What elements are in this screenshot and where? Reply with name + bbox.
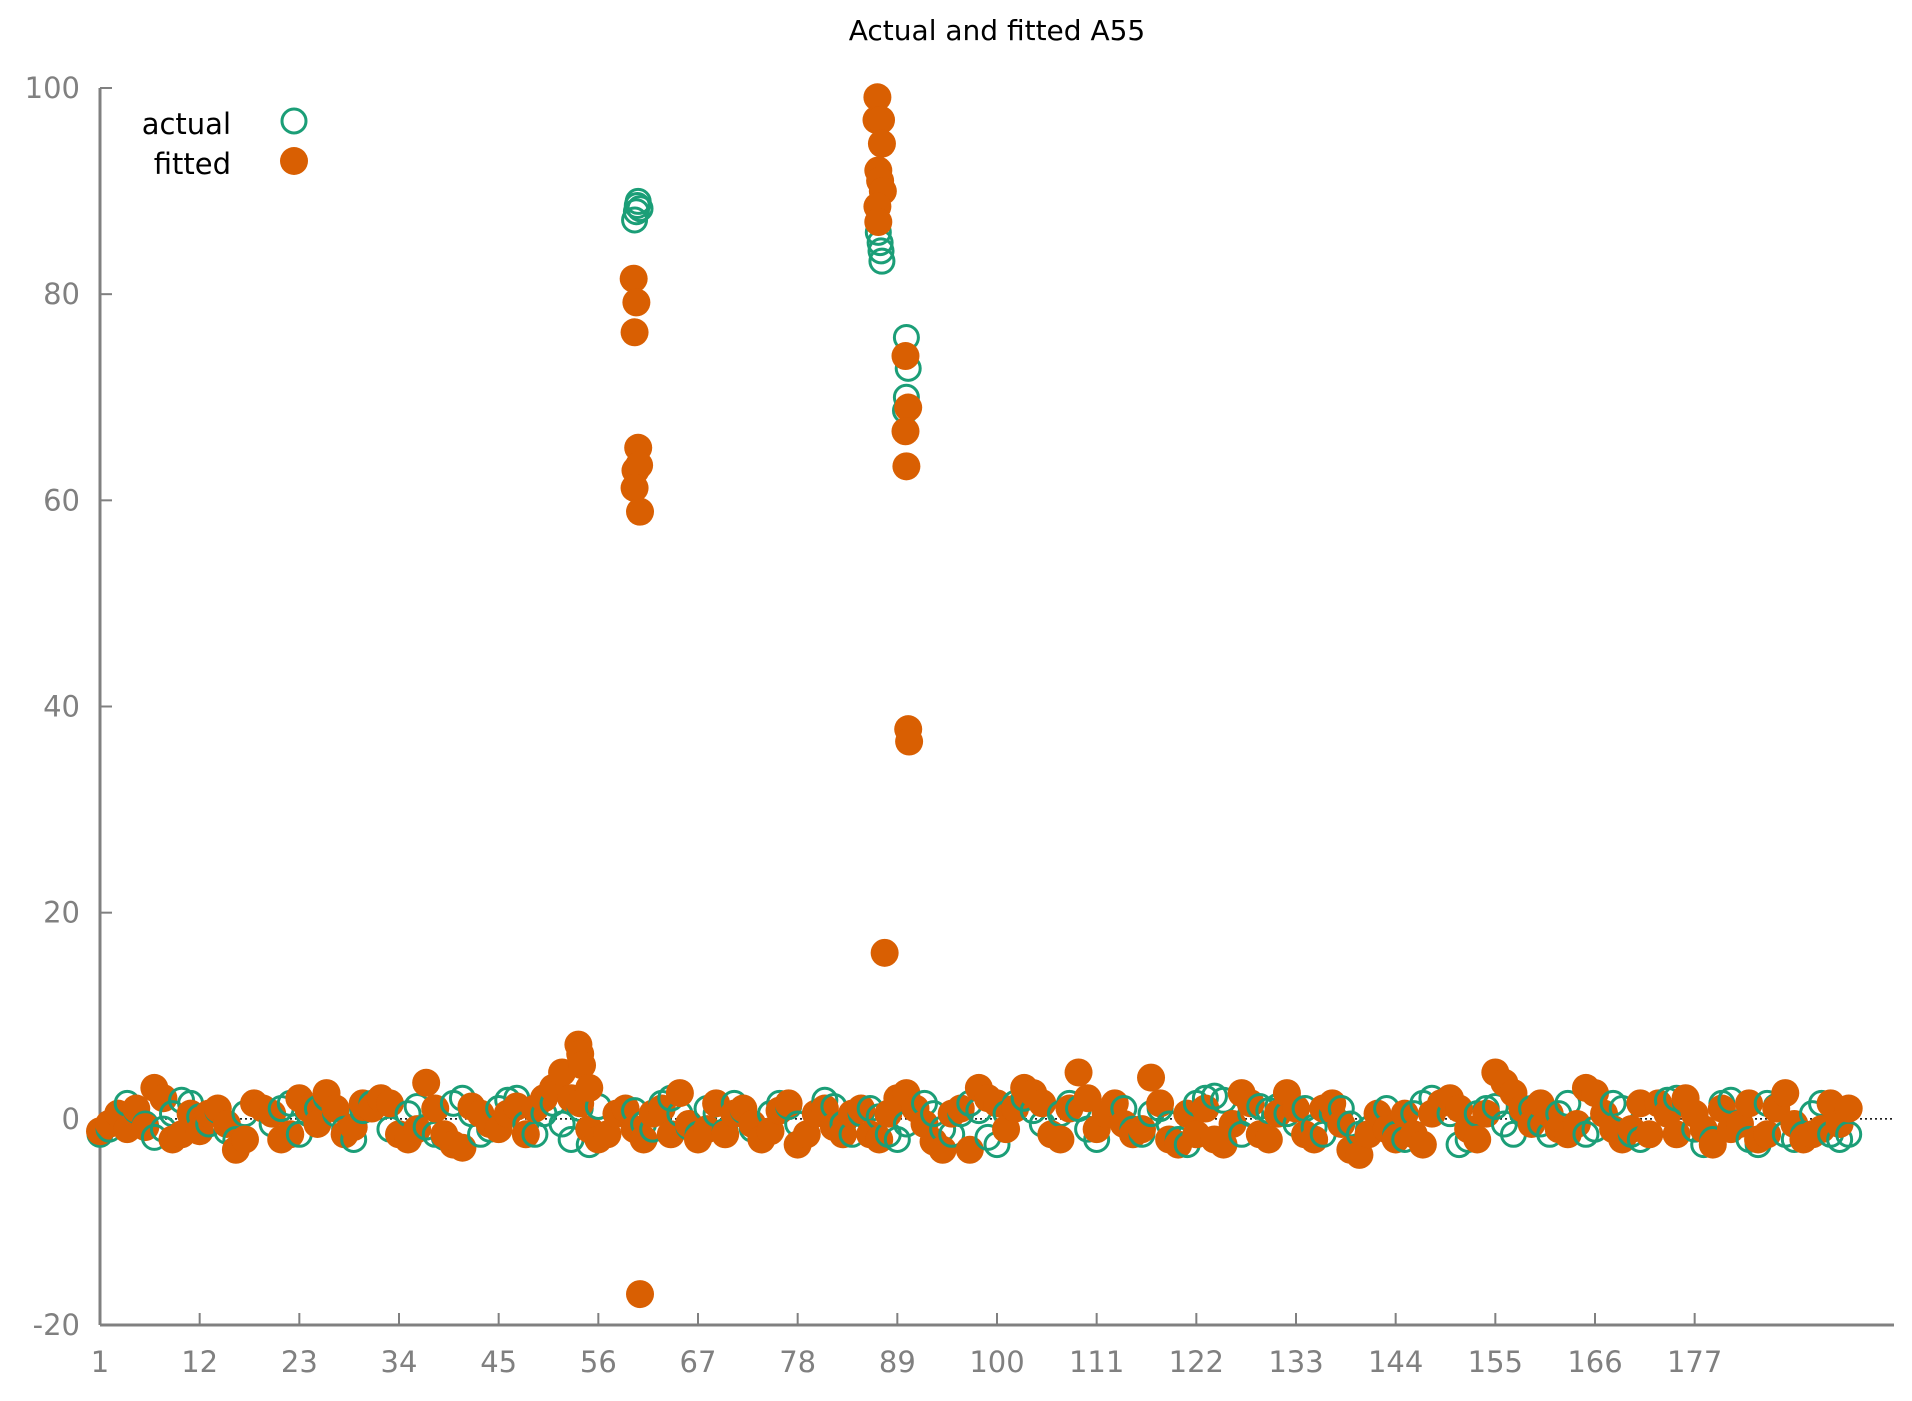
y-tick-label: 40 [43, 690, 80, 724]
fitted-point [1834, 1094, 1863, 1123]
fitted-point [626, 1280, 655, 1309]
fitted-point [864, 208, 893, 237]
actual-point [868, 247, 896, 275]
fitted-point [1771, 1079, 1800, 1108]
fitted-point [1137, 1063, 1166, 1092]
axes: -20 0 20 40 60 80 100 1 12 23 34 45 56 67 78 89 100 111 12… [25, 71, 1894, 1379]
actual-point [548, 1110, 576, 1138]
fitted-point [1463, 1125, 1492, 1154]
fitted-point [774, 1089, 803, 1118]
fitted-point [1562, 1109, 1591, 1138]
legend-marker-fitted [280, 147, 308, 175]
actual-point [867, 237, 895, 265]
fitted-point [619, 264, 648, 293]
data-points [86, 83, 1863, 1309]
fitted-point [1408, 1130, 1437, 1159]
fitted-point [230, 1125, 259, 1154]
y-tick-label: -20 [33, 1308, 80, 1342]
fitted-point [928, 1135, 957, 1164]
fitted-point [575, 1073, 604, 1102]
x-tick-label: 144 [1368, 1345, 1423, 1379]
fitted-point [620, 318, 649, 347]
fitted-point [955, 1135, 984, 1164]
legend-label-actual: actual [142, 107, 231, 141]
fitted-point [626, 497, 655, 526]
x-tick-label: 177 [1667, 1345, 1722, 1379]
fitted-point [863, 83, 892, 112]
fitted-point [867, 129, 896, 158]
fitted-point [412, 1068, 441, 1097]
legend: actual fitted [142, 107, 308, 181]
fitted-point [891, 417, 920, 446]
legend-label-fitted: fitted [154, 147, 231, 181]
y-tick-label: 20 [43, 896, 80, 930]
fitted-point [620, 473, 649, 502]
x-tick-label: 133 [1268, 1345, 1323, 1379]
x-tick-label: 89 [879, 1345, 916, 1379]
fitted-point [1127, 1115, 1156, 1144]
fitted-point [629, 1125, 658, 1154]
fitted-point [511, 1120, 540, 1149]
fitted-point [1064, 1058, 1093, 1087]
x-tick-label: 67 [680, 1345, 717, 1379]
fitted-point [276, 1120, 305, 1149]
fitted-point [568, 1051, 597, 1080]
actual-point [626, 195, 654, 223]
y-tick-label: 80 [43, 277, 80, 311]
x-tick-label: 166 [1567, 1345, 1622, 1379]
fitted-point [1282, 1094, 1310, 1123]
fitted-point [448, 1133, 477, 1162]
x-tick-label: 100 [969, 1345, 1024, 1379]
fitted-point [1046, 1125, 1075, 1154]
fitted-point [625, 451, 654, 480]
actual-point [883, 1125, 911, 1153]
fitted-point [339, 1113, 368, 1142]
fitted-point [421, 1094, 450, 1123]
fitted-point [622, 288, 651, 317]
x-tick-label: 78 [779, 1345, 816, 1379]
fitted-point [867, 105, 896, 134]
fitted-point [894, 393, 923, 422]
x-tick-label: 122 [1169, 1345, 1224, 1379]
x-tick-label: 56 [580, 1345, 617, 1379]
fitted-point [895, 727, 924, 756]
x-tick-label: 155 [1468, 1345, 1523, 1379]
x-tick-label: 12 [181, 1345, 218, 1379]
fitted-point [892, 452, 921, 481]
fitted-point [321, 1094, 350, 1123]
y-tick-label: 100 [25, 71, 80, 105]
y-tick-label: 0 [62, 1102, 80, 1136]
fitted-point [870, 938, 899, 967]
x-tick-label: 45 [480, 1345, 517, 1379]
chart-title: Actual and fitted A55 [849, 14, 1145, 47]
fitted-point [1146, 1089, 1175, 1118]
x-tick-label: 34 [381, 1345, 418, 1379]
fitted-point [665, 1079, 694, 1108]
y-tick-label: 60 [43, 483, 80, 517]
x-tick-label: 111 [1069, 1345, 1124, 1379]
fitted-point [891, 342, 920, 371]
x-tick-label: 1 [91, 1345, 109, 1379]
fitted-point [1300, 1125, 1329, 1154]
legend-marker-actual [280, 107, 308, 135]
fitted-point [1254, 1125, 1283, 1154]
x-tick-label: 23 [281, 1345, 318, 1379]
fitted-point [1635, 1120, 1664, 1149]
